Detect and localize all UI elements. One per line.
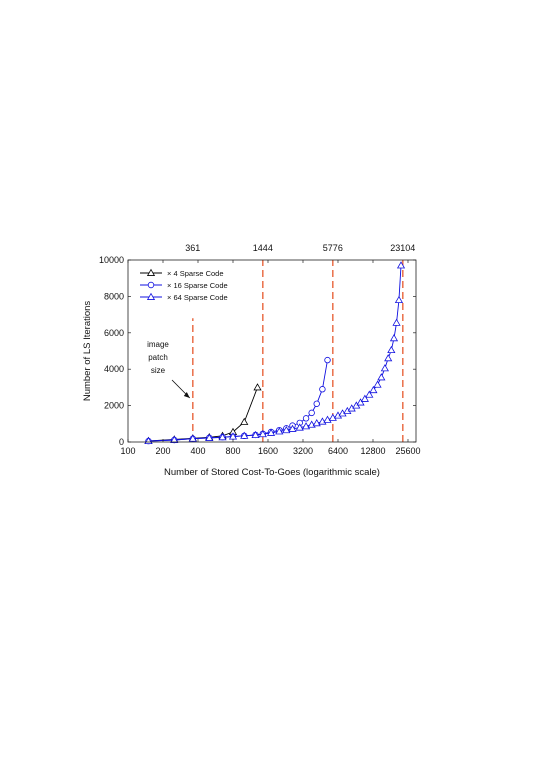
data-point bbox=[384, 354, 393, 362]
data-point bbox=[302, 415, 310, 422]
reference-line-label: 361 bbox=[185, 243, 200, 253]
data-point bbox=[146, 292, 156, 300]
data-point bbox=[323, 415, 332, 423]
data-point bbox=[251, 430, 260, 439]
series-2 bbox=[145, 356, 331, 445]
data-point bbox=[295, 423, 304, 431]
series-3 bbox=[144, 261, 406, 445]
x-tick-label: 25600 bbox=[395, 446, 420, 456]
data-point bbox=[240, 431, 249, 439]
annotation-text: size bbox=[151, 366, 166, 375]
legend-entry-label: × 64 Sparse Code bbox=[167, 293, 228, 302]
data-point bbox=[275, 427, 284, 435]
data-point bbox=[218, 433, 227, 441]
data-point bbox=[313, 400, 320, 407]
data-point bbox=[319, 386, 326, 393]
annotation-text: patch bbox=[148, 353, 168, 362]
data-point bbox=[365, 390, 374, 398]
data-point bbox=[253, 383, 262, 391]
data-point bbox=[392, 318, 401, 326]
x-tick-label: 100 bbox=[120, 446, 135, 456]
x-tick-label: 12800 bbox=[360, 446, 385, 456]
data-point bbox=[266, 428, 276, 436]
data-point bbox=[377, 373, 386, 381]
x-tick-label: 1600 bbox=[258, 446, 278, 456]
data-point bbox=[394, 295, 404, 303]
y-tick-label: 0 bbox=[119, 437, 124, 447]
data-point bbox=[170, 435, 179, 443]
data-point bbox=[146, 268, 156, 276]
x-axis-label: Number of Stored Cost-To-Goes (logarithm… bbox=[164, 467, 380, 478]
x-tick-label: 800 bbox=[225, 446, 240, 456]
data-point bbox=[380, 364, 389, 372]
reference-line-label: 1444 bbox=[253, 243, 273, 253]
data-point bbox=[258, 429, 267, 438]
data-point bbox=[147, 281, 155, 289]
data-point bbox=[387, 345, 396, 354]
reference-line-label: 23104 bbox=[390, 243, 415, 253]
legend-entry-label: × 4 Sparse Code bbox=[167, 269, 224, 278]
x-tick-label: 400 bbox=[190, 446, 205, 456]
annotation-text: image bbox=[147, 340, 169, 349]
axes-frame bbox=[127, 259, 417, 443]
data-point bbox=[373, 380, 382, 388]
data-point bbox=[308, 409, 315, 417]
data-point bbox=[360, 394, 369, 402]
data-point bbox=[356, 398, 365, 406]
data-point bbox=[205, 433, 214, 441]
x-tick-label: 3200 bbox=[293, 446, 313, 456]
legend: × 4 Sparse Code × 16 Sparse Code × 64 Spar… bbox=[140, 268, 228, 302]
data-point bbox=[396, 261, 406, 269]
y-tick-label: 6000 bbox=[104, 328, 124, 338]
axes: 100 200 400 800 1600 3200 6400 12800 25600 0 2000 4… bbox=[99, 255, 421, 456]
data-point bbox=[240, 417, 249, 425]
data-point bbox=[369, 385, 378, 394]
data-point bbox=[288, 424, 297, 432]
reference-lines: 361 1444 5776 23104 bbox=[185, 243, 415, 442]
legend-entry-label: × 16 Sparse Code bbox=[167, 281, 228, 290]
y-axis-label: Number of LS Iterations bbox=[82, 301, 93, 402]
annotation-arrowhead bbox=[183, 392, 190, 398]
series-line bbox=[148, 387, 258, 442]
data-point bbox=[328, 413, 337, 421]
annotation: image patch size bbox=[147, 340, 191, 399]
data-point bbox=[389, 334, 399, 342]
series-line bbox=[148, 265, 402, 442]
x-tick-label: 200 bbox=[155, 446, 170, 456]
series-layer bbox=[144, 261, 406, 445]
y-tick-label: 8000 bbox=[104, 291, 124, 301]
data-point bbox=[282, 425, 291, 434]
x-tick-label: 6400 bbox=[328, 446, 348, 456]
data-point bbox=[188, 434, 197, 442]
y-tick-label: 10000 bbox=[99, 255, 124, 265]
y-tick-label: 2000 bbox=[104, 401, 124, 411]
reference-line-label: 5776 bbox=[323, 243, 343, 253]
data-point bbox=[324, 356, 331, 364]
data-point bbox=[312, 419, 321, 427]
y-tick-label: 4000 bbox=[104, 364, 124, 374]
